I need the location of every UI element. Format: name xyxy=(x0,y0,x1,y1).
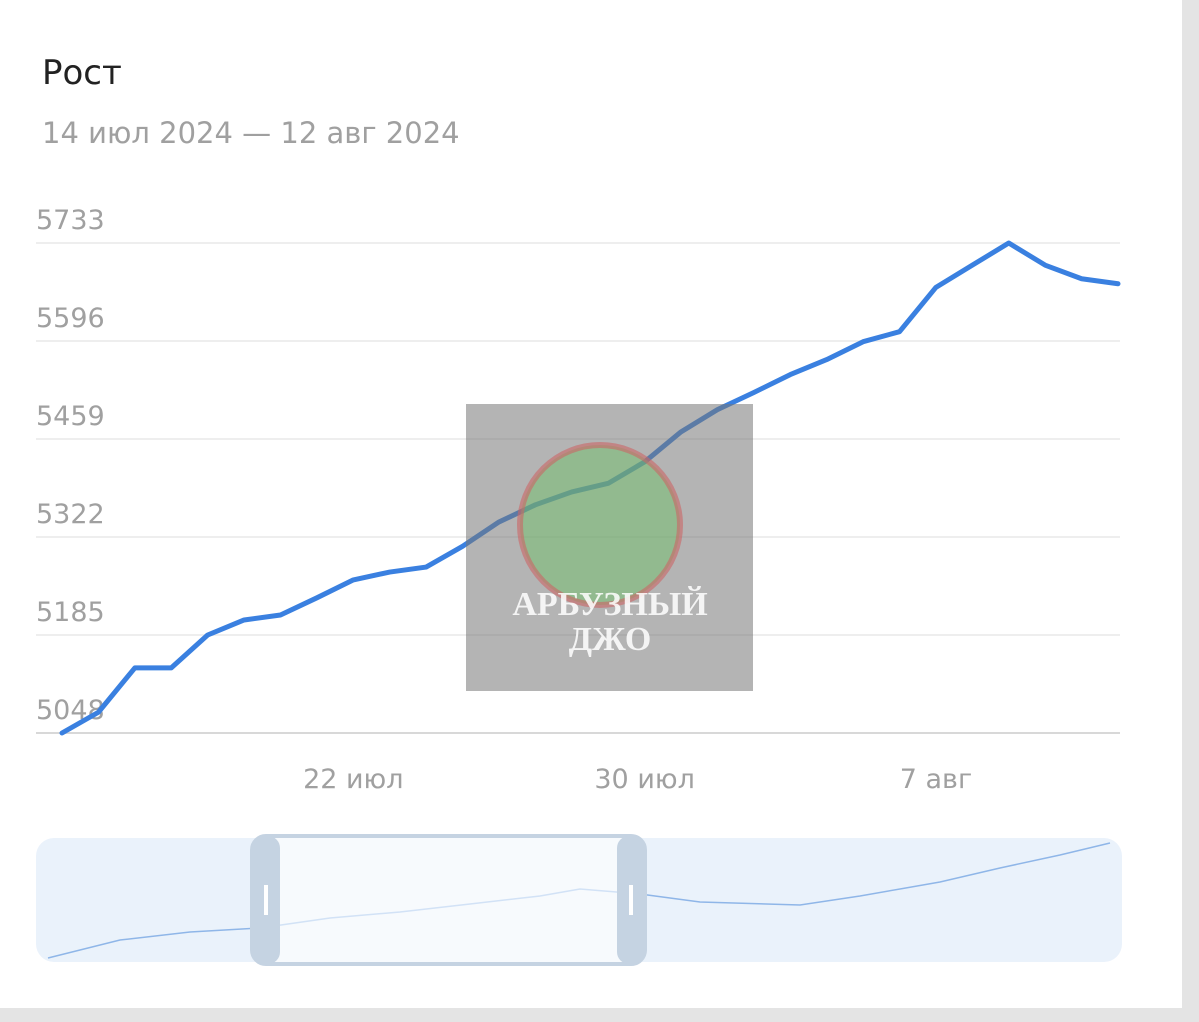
watermark-text: АРБУЗНЫЙ xyxy=(512,586,707,623)
handle-grip xyxy=(264,885,268,915)
navigator[interactable] xyxy=(36,834,1122,966)
x-tick-label: 7 авг xyxy=(900,764,972,795)
y-tick-label: 5048 xyxy=(36,695,105,726)
handle-grip xyxy=(629,885,633,915)
y-tick-label: 5322 xyxy=(36,499,105,530)
watermark-text: ДЖО xyxy=(569,621,652,658)
watermark-emblem xyxy=(517,442,683,608)
x-tick-label: 22 июл xyxy=(303,764,403,795)
y-tick-label: 5596 xyxy=(36,303,105,334)
chart-subtitle: 14 июл 2024 — 12 авг 2024 xyxy=(42,116,460,150)
y-tick-label: 5733 xyxy=(36,205,105,236)
y-tick-label: 5459 xyxy=(36,401,105,432)
border-bottom xyxy=(0,1008,1199,1022)
x-tick-label: 30 июл xyxy=(594,764,694,795)
y-tick-label: 5185 xyxy=(36,597,105,628)
border-right xyxy=(1182,0,1199,1022)
navigator-window[interactable] xyxy=(266,838,630,962)
chart-title: Рост xyxy=(42,53,122,93)
